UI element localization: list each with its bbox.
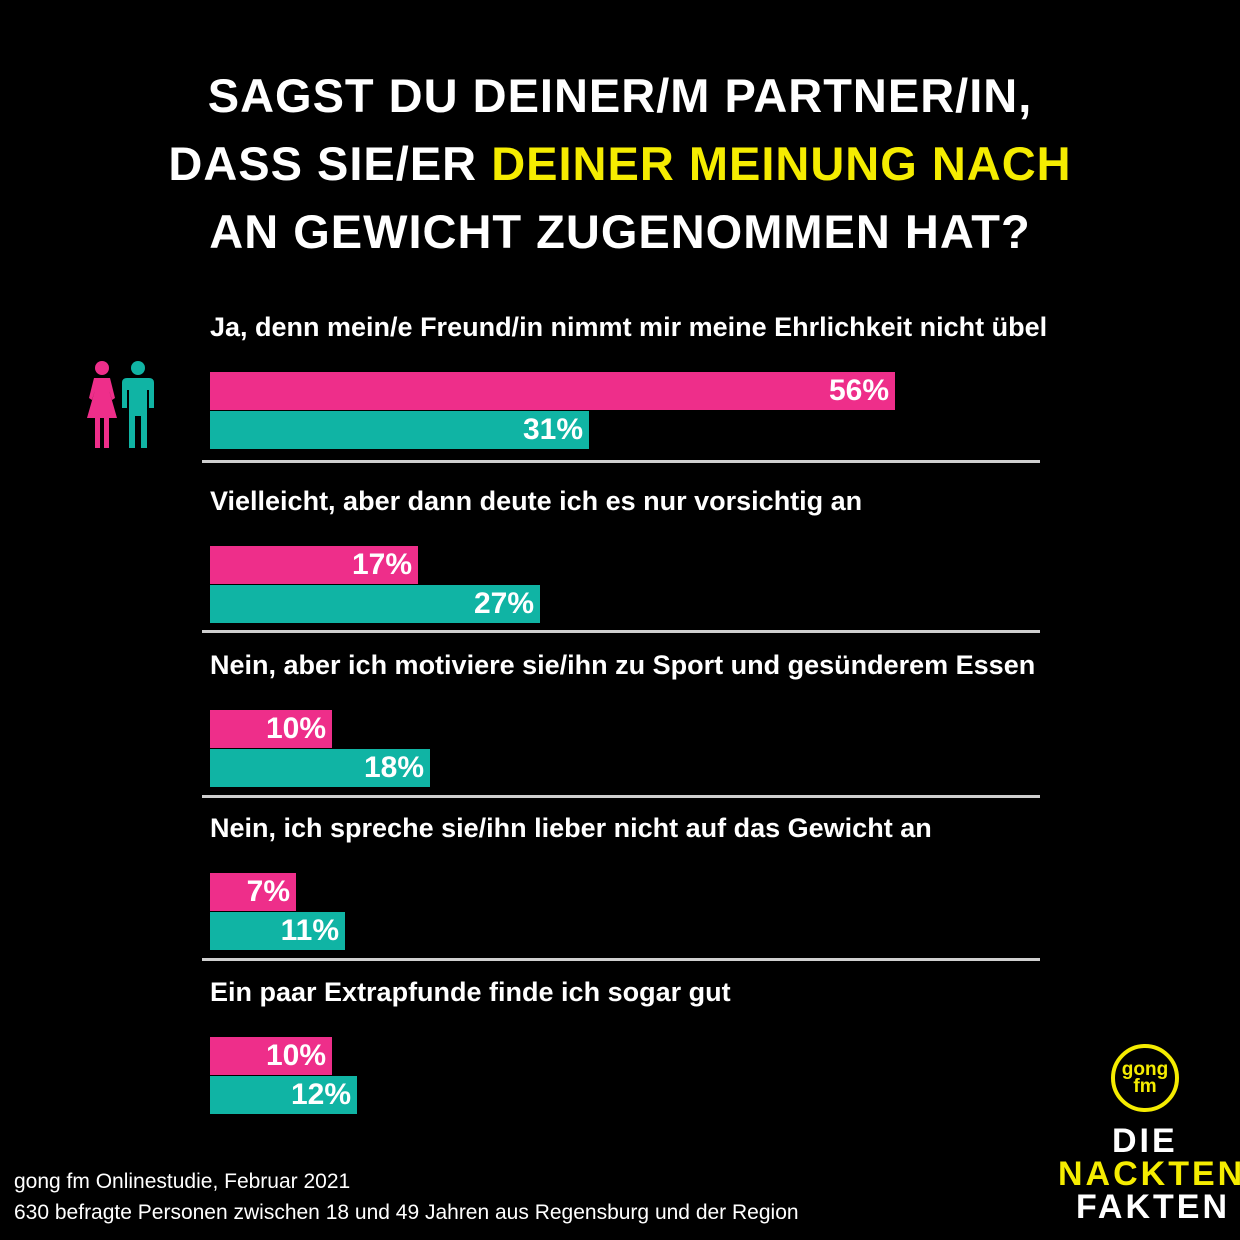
brand-line-2: NACKTEN <box>1058 1155 1240 1193</box>
bar-value-label: 18% <box>363 751 424 784</box>
page-title: SAGST DU DEINER/M PARTNER/IN, DASS SIE/E… <box>0 62 1240 266</box>
divider <box>202 795 1040 798</box>
bar-value-label: 12% <box>290 1078 351 1111</box>
divider <box>202 630 1040 633</box>
people-icons <box>87 361 154 448</box>
bar-value-label: 17% <box>351 548 412 581</box>
footer-sample: 630 befragte Personen zwischen 18 und 49… <box>14 1201 799 1224</box>
divider <box>202 460 1040 463</box>
brand-line-3: FAKTEN <box>1076 1188 1230 1226</box>
title-line-2: DASS SIE/ER DEINER MEINUNG NACH <box>0 130 1240 198</box>
bar-value-label: 31% <box>522 413 583 446</box>
bar-value-label: 56% <box>828 374 889 407</box>
female-figure-icon <box>87 361 117 448</box>
bar-series-1: 12% <box>210 1076 357 1114</box>
question-label: Vielleicht, aber dann deute ich es nur v… <box>210 486 863 516</box>
bar-value-label: 27% <box>473 587 534 620</box>
bar-series-0: 7% <box>210 873 296 911</box>
gong-fm-logo: gong fm <box>1111 1044 1179 1112</box>
bar-series-1: 11% <box>210 912 345 950</box>
bar-series-1: 18% <box>210 749 430 787</box>
logo-bottom: fm <box>1133 1076 1157 1097</box>
bar-value-label: 10% <box>265 1039 326 1072</box>
bar-series-0: 10% <box>210 1037 332 1075</box>
logo-top: gong <box>1121 1059 1169 1080</box>
bar-value-label: 10% <box>265 712 326 745</box>
question-label: Ein paar Extrapfunde finde ich sogar gut <box>210 977 731 1007</box>
title-line-1: SAGST DU DEINER/M PARTNER/IN, <box>207 69 1033 122</box>
divider <box>202 958 1040 961</box>
bar-value-label: 7% <box>246 875 290 908</box>
question-label: Nein, aber ich motiviere sie/ihn zu Spor… <box>210 650 1036 680</box>
brand-line-1: DIE <box>1112 1122 1178 1160</box>
bar-series-1: 31% <box>210 411 589 449</box>
title-highlight: DEINER MEINUNG NACH <box>491 137 1072 190</box>
male-figure-icon <box>122 361 154 448</box>
title-line-3: AN GEWICHT ZUGENOMMEN HAT? <box>209 205 1031 258</box>
question-label: Nein, ich spreche sie/ihn lieber nicht a… <box>210 813 932 843</box>
question-label: Ja, denn mein/e Freund/in nimmt mir mein… <box>210 312 1048 342</box>
bar-value-label: 11% <box>280 914 339 947</box>
bar-series-1: 27% <box>210 585 540 623</box>
bar-series-0: 56% <box>210 372 895 410</box>
bar-series-0: 17% <box>210 546 418 584</box>
title-line-2-prefix: DASS SIE/ER <box>168 137 492 190</box>
bar-series-0: 10% <box>210 710 332 748</box>
footer-source: gong fm Onlinestudie, Februar 2021 <box>14 1170 351 1193</box>
